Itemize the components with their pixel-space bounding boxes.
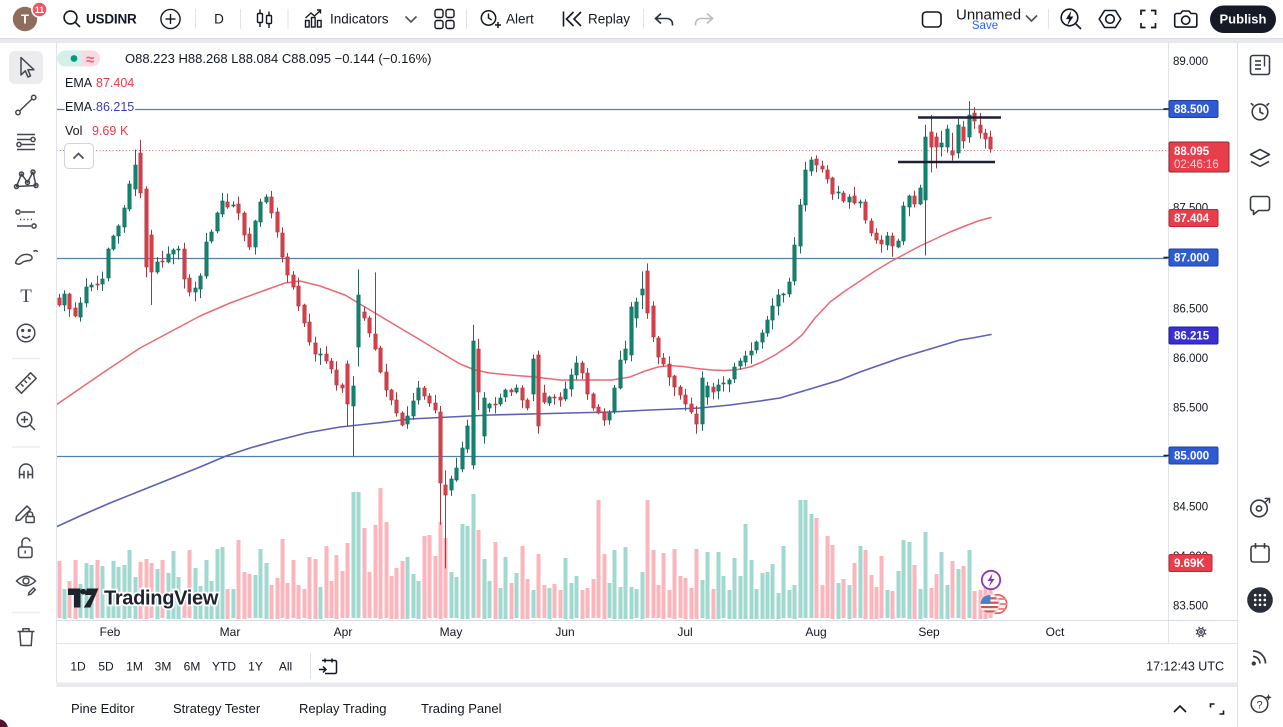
svg-text:1D: 1D <box>70 660 86 674</box>
svg-text:O88.223 H88.268 L88.084 C88.09: O88.223 H88.268 L88.084 C88.095 −0.144 (… <box>125 51 431 66</box>
svg-text:Publish: Publish <box>1220 12 1267 27</box>
svg-text:85.000: 85.000 <box>1174 451 1209 463</box>
svg-text:Trading Panel: Trading Panel <box>421 701 502 716</box>
svg-text:EMA: EMA <box>65 76 93 90</box>
svg-text:Oct: Oct <box>1046 625 1065 639</box>
svg-text:Alert: Alert <box>506 12 534 27</box>
svg-text:≈: ≈ <box>86 52 94 69</box>
svg-text:86.000: 86.000 <box>1173 353 1208 365</box>
svg-text:87.404: 87.404 <box>96 76 134 90</box>
svg-text:Mar: Mar <box>220 625 241 639</box>
svg-text:All: All <box>279 660 292 674</box>
svg-text:D: D <box>214 12 224 27</box>
svg-text:Save: Save <box>972 20 998 32</box>
svg-text:6M: 6M <box>184 660 201 674</box>
svg-text:YTD: YTD <box>212 660 236 674</box>
svg-text:TradingView: TradingView <box>104 588 219 610</box>
svg-text:USDINR: USDINR <box>86 12 137 27</box>
svg-text:Unnamed: Unnamed <box>956 7 1021 24</box>
svg-text:Replay Trading: Replay Trading <box>299 701 386 716</box>
svg-text:T: T <box>20 286 32 307</box>
svg-text:11: 11 <box>35 5 45 15</box>
svg-text:87.000: 87.000 <box>1174 253 1209 265</box>
svg-text:T: T <box>21 12 29 27</box>
svg-text:May: May <box>440 625 463 639</box>
svg-text:Strategy Tester: Strategy Tester <box>173 701 261 716</box>
svg-text:86.500: 86.500 <box>1173 304 1208 316</box>
svg-text:88.500: 88.500 <box>1174 104 1209 116</box>
svg-text:K: K <box>120 124 129 138</box>
svg-text:85.500: 85.500 <box>1173 403 1208 415</box>
svg-text:Pine Editor: Pine Editor <box>71 701 135 716</box>
svg-text:Vol: Vol <box>65 124 82 138</box>
svg-text:9.69: 9.69 <box>92 124 116 138</box>
svg-text:Apr: Apr <box>334 625 353 639</box>
svg-text:88.095: 88.095 <box>1174 146 1210 158</box>
svg-text:5D: 5D <box>98 660 114 674</box>
svg-text:Jul: Jul <box>677 625 692 639</box>
svg-text:9.69K: 9.69K <box>1174 558 1205 570</box>
svg-text:Indicators: Indicators <box>330 12 389 27</box>
svg-text:84.500: 84.500 <box>1173 502 1208 514</box>
svg-text:Replay: Replay <box>588 12 630 27</box>
svg-text:86.215: 86.215 <box>1174 331 1210 343</box>
svg-text:02:46:16: 02:46:16 <box>1174 159 1219 171</box>
svg-text:Jun: Jun <box>555 625 574 639</box>
svg-text:Feb: Feb <box>100 625 121 639</box>
svg-text:86.215: 86.215 <box>96 100 134 114</box>
svg-text:87.404: 87.404 <box>1174 213 1210 225</box>
svg-text:1Y: 1Y <box>248 660 263 674</box>
svg-text:EMA: EMA <box>65 100 93 114</box>
svg-text:83.500: 83.500 <box>1173 601 1208 613</box>
svg-text:3M: 3M <box>155 660 172 674</box>
svg-text:Sep: Sep <box>918 625 940 639</box>
svg-text:17:12:43 UTC: 17:12:43 UTC <box>1146 660 1224 674</box>
svg-text:1M: 1M <box>126 660 143 674</box>
svg-text:89.000: 89.000 <box>1173 56 1208 68</box>
svg-text:Aug: Aug <box>805 625 826 639</box>
svg-text:?: ? <box>1256 700 1262 712</box>
